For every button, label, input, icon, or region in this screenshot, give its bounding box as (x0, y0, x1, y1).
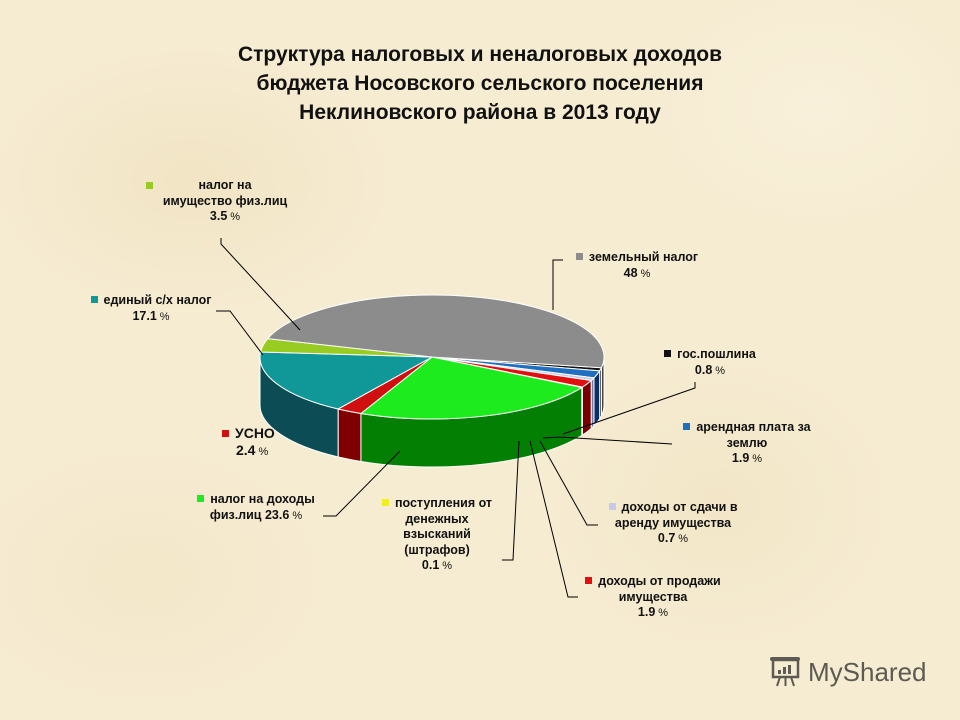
legend-swatch (683, 423, 691, 430)
legend-swatch (585, 577, 593, 584)
label-shtrafy: поступления от денежных взысканий (штраф… (372, 496, 502, 575)
leader-gosposhlina (562, 382, 696, 435)
label-zemelny: земельный налог 48% (562, 250, 712, 282)
leader-ndfl (323, 450, 401, 517)
legend-swatch (197, 495, 205, 502)
leader-prodazha (529, 440, 578, 598)
label-gosposhlina: гос.пошлина 0.8% (650, 347, 770, 379)
title-line-1: Структура налоговых и неналоговых доходо… (237, 43, 723, 66)
title-line-2: бюджета Носовского сельского поселения (256, 72, 704, 95)
label-usno: УСНО 2.4% (222, 425, 282, 460)
chart-title: Структура налоговых и неналоговых доходо… (0, 40, 960, 127)
label-ndfl: налог на доходы физ.лиц 23.6% (186, 492, 326, 524)
leader-eshn (216, 310, 264, 356)
watermark-logo: MyShared (768, 656, 927, 688)
label-prodazha: доходы от продажи имущества 1.9% (578, 574, 728, 622)
leader-imushchestvo (220, 238, 301, 331)
legend-swatch (664, 350, 672, 357)
presentation-board-icon (770, 657, 800, 687)
legend-swatch (608, 503, 616, 510)
legend-swatch (381, 499, 389, 506)
pie-slice (266, 294, 605, 369)
title-line-3: Неклиновского района в 2013 году (299, 101, 661, 124)
leader-arenda (542, 436, 673, 445)
leader-sdacha (539, 440, 598, 526)
legend-swatch (222, 430, 229, 437)
label-arenda-zemli: арендная плата за землю 1.9% (672, 420, 822, 468)
leader-zemelny (552, 259, 563, 310)
pie-slice (359, 356, 584, 420)
label-eshn: единый с/х налог 17.1% (76, 293, 226, 325)
label-sdacha: доходы от сдачи в аренду имущества 0.7% (598, 500, 748, 548)
legend-swatch (146, 182, 153, 189)
watermark-text: MyShared (808, 656, 927, 687)
legend-swatch (575, 253, 583, 260)
legend-swatch (90, 296, 98, 303)
leader-shtrafy (502, 440, 520, 561)
label-imushchestvo: налог на имущество физ.лиц 3.5% (140, 178, 310, 226)
pie-slice (259, 351, 434, 410)
